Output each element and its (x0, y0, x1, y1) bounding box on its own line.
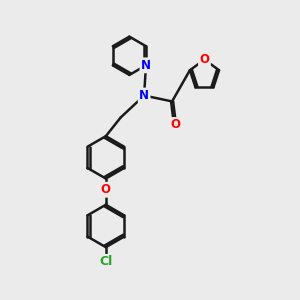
Text: O: O (170, 118, 180, 131)
Text: O: O (200, 53, 209, 66)
Text: O: O (101, 183, 111, 196)
Text: N: N (141, 59, 151, 72)
Text: N: N (139, 89, 149, 102)
Text: Cl: Cl (99, 255, 112, 268)
